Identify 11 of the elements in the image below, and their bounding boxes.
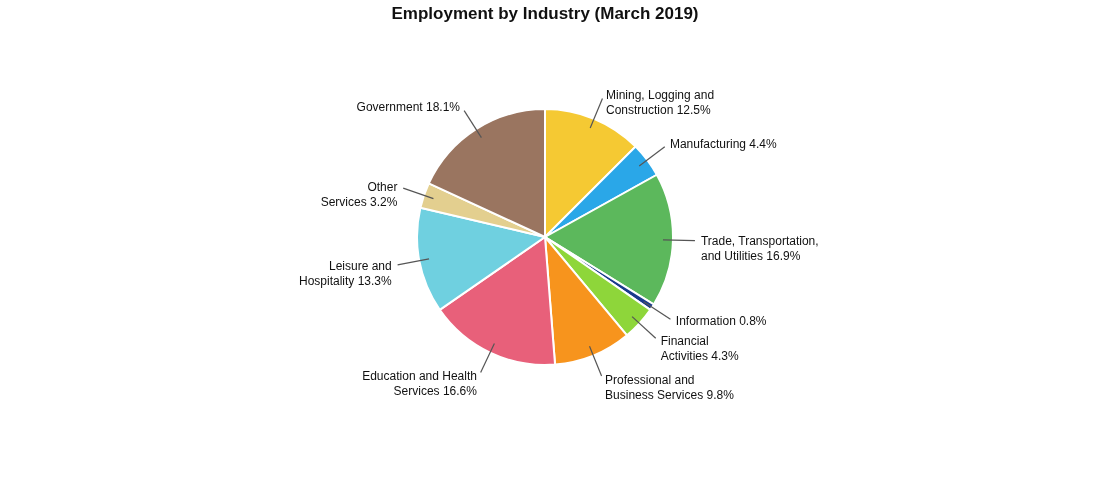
slice-label: Mining, Logging and Construction 12.5% xyxy=(605,87,715,117)
slice-label: Other Services 3.2% xyxy=(320,179,398,209)
slice-label: Government 18.1% xyxy=(356,100,461,115)
slice-label: Trade, Transportation, and Utilities 16.9% xyxy=(700,233,819,263)
chart-title: Employment by Industry (March 2019) xyxy=(391,4,699,23)
slice-label: Manufacturing 4.4% xyxy=(669,137,777,152)
slice-label: Information 0.8% xyxy=(675,314,767,329)
slice-label: Professional and Business Services 9.8% xyxy=(605,372,735,402)
slice-label: Education and Health Services 16.6% xyxy=(362,369,478,399)
slice-label: Leisure and Hospitality 13.3% xyxy=(298,258,393,288)
slice-label: Financial Activities 4.3% xyxy=(660,333,740,363)
